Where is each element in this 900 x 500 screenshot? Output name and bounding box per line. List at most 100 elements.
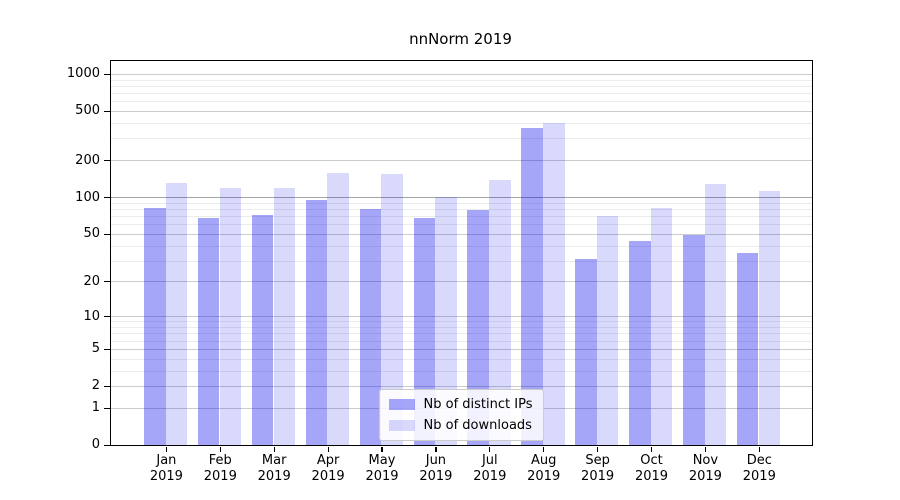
minor-gridline-8 (111, 327, 812, 328)
major-gridline-2 (111, 386, 812, 387)
y-tick-label-5: 5 (91, 341, 100, 357)
x-tick-mark-jun (435, 446, 437, 452)
y-tick-label-0: 0 (91, 437, 100, 453)
bar-downloads-sep (596, 216, 619, 445)
minor-gridline-300 (111, 138, 812, 140)
bar-distinct-ips-mar (251, 215, 274, 445)
minor-gridline-400 (111, 123, 812, 124)
y-tick-mark-50 (104, 233, 110, 235)
x-tick-label-aug: Aug 2019 (527, 453, 561, 484)
minor-gridline-7 (111, 333, 812, 335)
x-tick-mark-jul (489, 446, 491, 452)
y-tick-label-200: 200 (75, 152, 100, 168)
legend-label-distinct-ips: Nb of distinct IPs (423, 397, 533, 412)
minor-gridline-30 (111, 260, 812, 262)
bar-distinct-ips-jan (144, 208, 166, 445)
x-tick-label-apr: Apr 2019 (311, 453, 345, 484)
major-gridline-500 (111, 111, 812, 112)
bar-distinct-ips-jul (467, 210, 489, 445)
major-gridline-100 (111, 197, 812, 199)
x-tick-label-jul: Jul 2019 (473, 453, 507, 484)
minor-gridline-700 (111, 93, 812, 94)
y-tick-mark-0 (104, 444, 110, 447)
y-tick-label-2: 2 (91, 378, 100, 394)
minor-gridline-70 (111, 216, 812, 217)
minor-gridline-9 (111, 321, 812, 323)
bar-downloads-nov (704, 184, 727, 445)
major-gridline-20 (111, 281, 812, 283)
minor-gridline-6 (111, 340, 812, 342)
x-tick-label-jan: Jan 2019 (149, 453, 183, 484)
minor-gridline-4 (111, 358, 812, 360)
bar-downloads-dec (758, 190, 781, 445)
y-tick-label-10: 10 (83, 308, 100, 324)
x-tick-label-dec: Dec 2019 (742, 453, 776, 484)
legend: Nb of distinct IPs Nb of downloads (378, 389, 545, 441)
y-tick-label-500: 500 (75, 103, 100, 119)
bar-downloads-jan (165, 182, 188, 445)
minor-gridline-600 (111, 101, 812, 103)
y-tick-mark-10 (104, 316, 110, 318)
legend-item-distinct-ips: Nb of distinct IPs (388, 397, 533, 412)
major-gridline-50 (111, 233, 812, 235)
bar-distinct-ips-apr (305, 200, 328, 445)
bar-downloads-may (381, 174, 403, 445)
plot-area: Nb of distinct IPs Nb of downloads (110, 60, 813, 446)
minor-gridline-900 (111, 79, 812, 81)
y-tick-mark-1 (104, 407, 110, 409)
legend-label-downloads: Nb of downloads (423, 418, 532, 433)
minor-gridline-60 (111, 224, 812, 226)
x-tick-mark-aug (543, 446, 545, 452)
y-tick-mark-100 (104, 196, 110, 199)
y-tick-mark-500 (104, 110, 110, 113)
legend-swatch-distinct-ips (388, 399, 415, 410)
major-gridline-10 (111, 316, 812, 318)
x-tick-mark-may (381, 446, 383, 452)
x-tick-mark-feb (219, 446, 221, 452)
y-tick-label-1: 1 (91, 400, 100, 416)
minor-gridline-800 (111, 85, 812, 87)
x-tick-label-may: May 2019 (365, 453, 399, 484)
bar-distinct-ips-feb (197, 218, 220, 445)
x-tick-label-feb: Feb 2019 (203, 453, 237, 484)
bar-downloads-feb (219, 188, 242, 445)
bar-downloads-jun (435, 197, 457, 445)
chart-title: nnNorm 2019 (409, 30, 512, 48)
y-tick-mark-200 (104, 159, 110, 162)
x-tick-mark-sep (597, 446, 599, 452)
y-tick-label-50: 50 (83, 226, 100, 242)
y-tick-mark-5 (104, 348, 110, 350)
legend-swatch-downloads (388, 420, 415, 431)
bar-distinct-ips-jun (413, 218, 435, 445)
y-tick-mark-20 (104, 281, 110, 283)
x-tick-mark-apr (327, 446, 329, 452)
y-tick-mark-2 (104, 385, 110, 388)
bar-distinct-ips-oct (629, 240, 651, 445)
bars-layer (111, 61, 812, 445)
major-gridline-5 (111, 348, 812, 350)
x-tick-mark-oct (650, 446, 653, 452)
x-tick-label-sep: Sep 2019 (581, 453, 615, 484)
bar-downloads-jul (489, 180, 511, 445)
x-tick-mark-mar (273, 446, 275, 452)
bar-distinct-ips-nov (683, 234, 705, 445)
bar-distinct-ips-aug (521, 127, 543, 445)
x-tick-label-mar: Mar 2019 (257, 453, 291, 484)
y-tick-label-20: 20 (83, 273, 100, 289)
minor-gridline-3 (111, 370, 812, 372)
minor-gridline-40 (111, 245, 812, 247)
major-gridline-1000 (111, 73, 812, 75)
bar-downloads-aug (543, 122, 565, 445)
minor-gridline-90 (111, 202, 812, 204)
bar-downloads-oct (650, 208, 673, 445)
x-tick-label-oct: Oct 2019 (634, 453, 669, 484)
y-tick-label-1000: 1000 (66, 66, 100, 82)
y-tick-mark-1000 (104, 73, 110, 75)
bar-distinct-ips-may (359, 208, 382, 445)
x-tick-label-jun: Jun 2019 (419, 453, 453, 484)
legend-item-downloads: Nb of downloads (388, 418, 533, 433)
bar-downloads-mar (273, 187, 295, 445)
y-tick-label-100: 100 (75, 189, 100, 205)
bar-downloads-apr (327, 173, 349, 445)
